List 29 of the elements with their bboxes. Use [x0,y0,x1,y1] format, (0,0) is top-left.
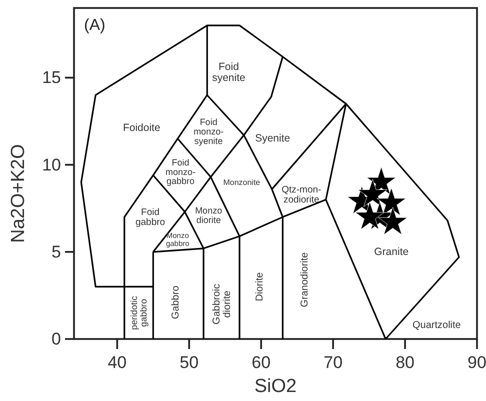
annotation: Foid monzo- syenite [194,117,224,146]
x-tick-label: 90 [468,353,486,372]
x-tick-label: 80 [396,353,414,372]
annotation: Gabbroic diorite [210,284,232,324]
annotation: Foid syenite [212,60,246,84]
y-tick-label: 5 [52,242,61,262]
y-tick-label: 15 [42,68,61,88]
y-tick-label: 10 [42,155,61,174]
annotation: Granodiorite [298,252,310,308]
annotation: Qtz-mon- zodiorite [282,184,322,205]
annotation: Foidoite [122,122,160,134]
x-tick-label: 50 [180,353,199,372]
y-tick-label: 0 [52,330,61,348]
x-tick-label: 40 [108,353,127,372]
annotation: Monzo diorite [195,206,222,226]
x-axis-title: SiO2 [254,376,297,397]
annotation: Granite [374,246,409,258]
annotation: peridotic gabbro [129,295,148,330]
annotation: Monzonite [223,178,261,187]
annotation: Quartzolite [412,320,462,331]
annotation: Foid monzo- gabbro [166,157,196,186]
annotation: (A) [84,17,106,34]
annotation: Foid gabbro [135,206,166,228]
x-tick-label: 60 [252,353,271,372]
annotation: Gabbro [170,285,181,320]
annotation: Syenite [255,132,290,145]
y-axis-title: Na2O+K2O [8,144,29,243]
x-tick-label: 70 [324,353,343,372]
annotation: Diorite [254,272,266,302]
